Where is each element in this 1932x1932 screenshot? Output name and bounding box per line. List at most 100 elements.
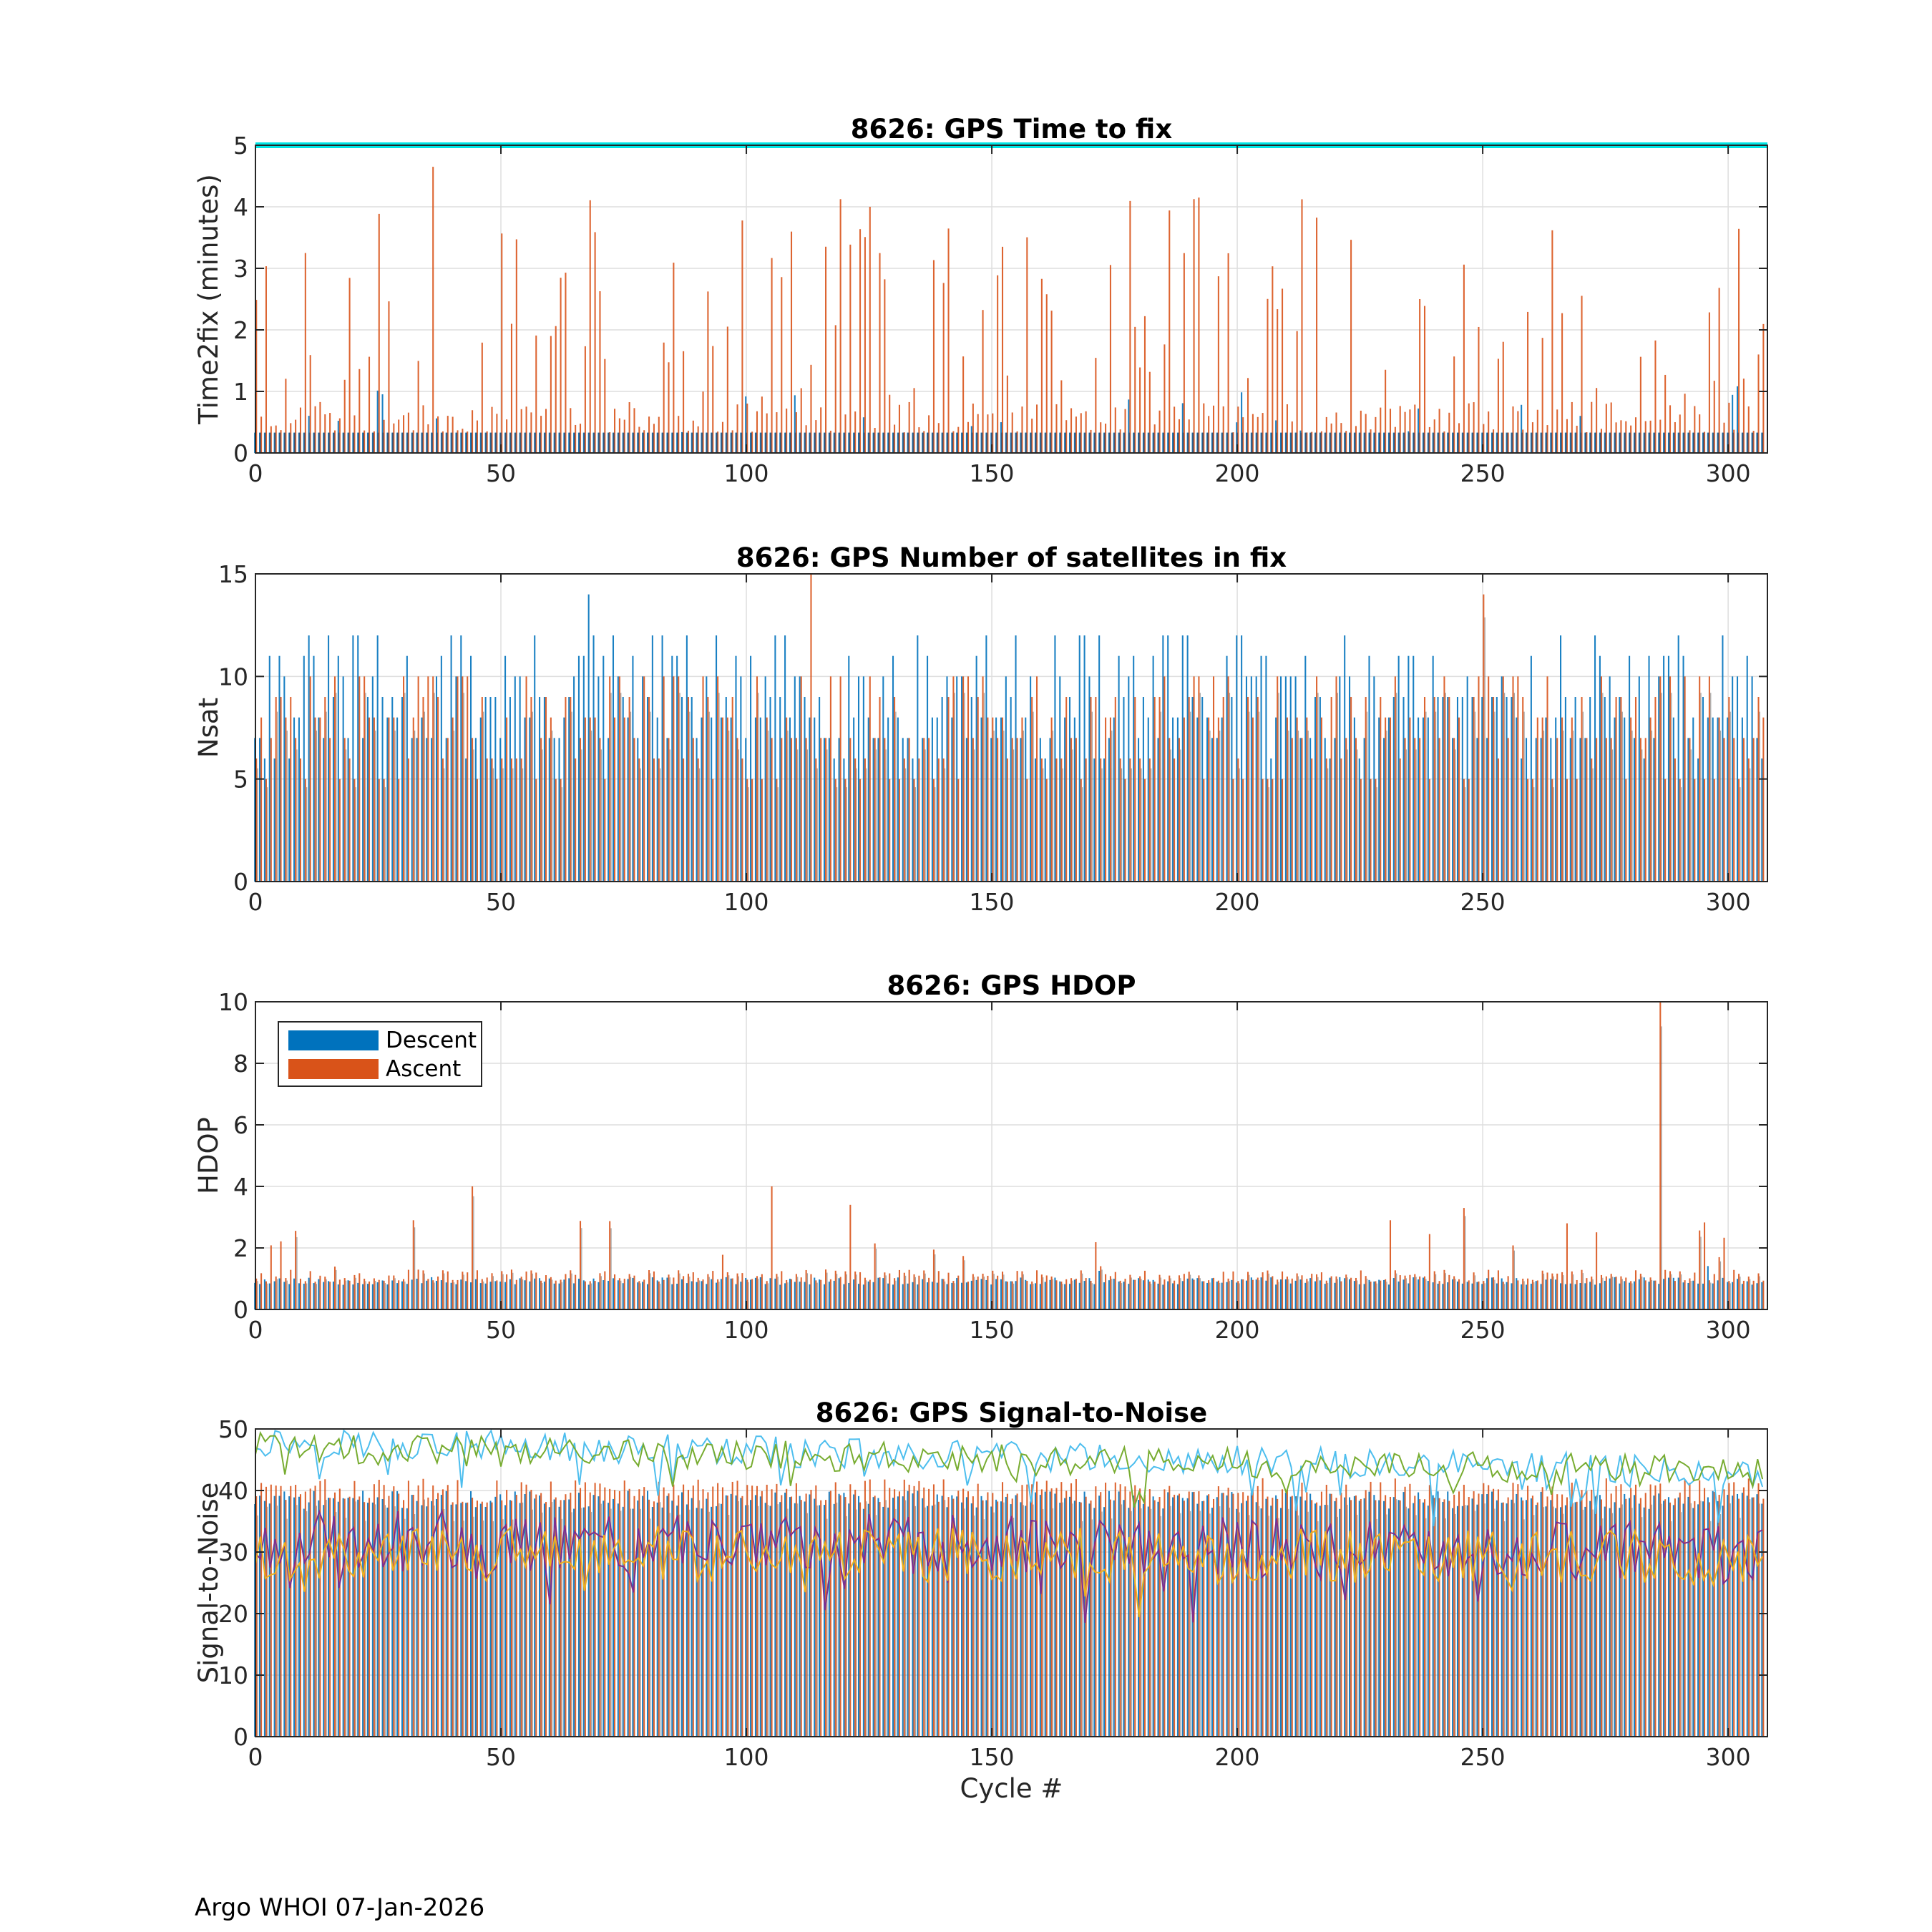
- ascent-bar: [673, 676, 675, 882]
- overlay-bar: [375, 1280, 376, 1309]
- descent-bar: [1319, 1280, 1321, 1309]
- descent-bar: [592, 1495, 595, 1737]
- descent-bar: [799, 676, 801, 882]
- y-tick-label: 50: [218, 1415, 248, 1443]
- ascent-bar: [987, 1275, 989, 1309]
- ascent-bar: [364, 676, 366, 882]
- overlay-bar: [1013, 1517, 1015, 1737]
- descent-bar: [902, 1496, 904, 1737]
- overlay-bar: [787, 1282, 789, 1309]
- base-bar: [971, 432, 973, 453]
- base-bar: [289, 432, 291, 453]
- ascent-bar: [353, 779, 356, 882]
- overlay-bar: [718, 1503, 720, 1737]
- ascent-bar: [1733, 429, 1735, 453]
- base-bar: [269, 432, 271, 453]
- x-tick-label: 100: [724, 888, 769, 916]
- descent-bar: [985, 1279, 987, 1309]
- ascent-bar: [1659, 419, 1662, 453]
- descent-bar: [941, 1279, 943, 1309]
- base-bar: [1722, 432, 1724, 453]
- overlay-bar: [1180, 749, 1181, 882]
- descent-bar: [1550, 738, 1552, 882]
- descent-bar: [1231, 1492, 1233, 1737]
- ascent-bar: [432, 1280, 434, 1309]
- descent-bar: [1589, 697, 1591, 882]
- ascent-bar: [1198, 197, 1200, 453]
- overlay-bar: [905, 1275, 907, 1309]
- ascent-bar: [932, 1249, 935, 1309]
- descent-bar: [1727, 717, 1729, 882]
- overlay-bar: [866, 1280, 867, 1309]
- descent-bar: [1530, 1284, 1532, 1309]
- ascent-bar: [942, 758, 945, 882]
- descent-bar: [1284, 676, 1287, 882]
- descent-bar: [1128, 1508, 1130, 1737]
- ascent-bar: [299, 758, 302, 882]
- overlay-bar: [276, 711, 278, 882]
- base-bar: [868, 432, 870, 453]
- base-bar: [706, 432, 708, 453]
- overlay-bar: [1523, 711, 1525, 882]
- ascent-bar: [1419, 1276, 1421, 1309]
- ascent-bar: [447, 1485, 449, 1737]
- descent-bar: [1555, 717, 1557, 882]
- ascent-bar: [1453, 356, 1455, 453]
- base-bar: [1599, 432, 1601, 453]
- overlay-bar: [964, 1508, 965, 1737]
- descent-bar: [524, 1494, 526, 1737]
- base-bar: [883, 432, 885, 453]
- ascent-bar: [1031, 1281, 1033, 1309]
- ascent-bar: [1576, 1501, 1578, 1737]
- overlay-bar: [1621, 1279, 1623, 1309]
- descent-bar: [1034, 1283, 1037, 1309]
- overlay-bar: [384, 787, 386, 882]
- ascent-bar: [1497, 1489, 1499, 1737]
- descent-bar: [946, 1507, 948, 1737]
- ascent-bar: [319, 1275, 321, 1309]
- base-bar: [922, 432, 924, 453]
- descent-bar: [1039, 1284, 1041, 1309]
- ascent-bar: [540, 1280, 542, 1309]
- descent-bar: [931, 1506, 933, 1737]
- x-tick-label: 150: [970, 888, 1015, 916]
- ascent-bar: [839, 1277, 841, 1309]
- descent-bar: [494, 1281, 497, 1309]
- ascent-bar: [987, 414, 989, 453]
- descent-bar: [1599, 655, 1601, 882]
- descent-bar: [1466, 1282, 1468, 1309]
- descent-bar: [1245, 1501, 1248, 1737]
- ascent-bar: [462, 429, 464, 453]
- ascent-bar: [1193, 1279, 1195, 1309]
- ascent-bar: [260, 1273, 263, 1309]
- ascent-bar: [746, 1279, 748, 1309]
- base-bar: [799, 432, 801, 453]
- base-bar: [544, 432, 546, 453]
- ascent-bar: [997, 738, 999, 882]
- descent-bar: [543, 697, 545, 882]
- ascent-bar: [333, 1492, 336, 1737]
- descent-bar: [661, 635, 663, 882]
- descent-bar: [671, 655, 673, 882]
- ascent-bar: [1423, 1499, 1426, 1737]
- base-bar: [1501, 432, 1503, 453]
- base-bar: [1649, 432, 1651, 453]
- descent-bar: [298, 1283, 300, 1309]
- ascent-bar: [614, 409, 616, 453]
- ascent-bar: [668, 1493, 670, 1737]
- ascent-bar: [1345, 1274, 1347, 1309]
- ascent-bar: [721, 1487, 723, 1737]
- descent-bar: [1162, 1508, 1164, 1737]
- ascent-bar: [1105, 1274, 1107, 1309]
- ascent-bar: [1143, 316, 1146, 453]
- descent-bar: [656, 717, 658, 882]
- descent-bar: [273, 1496, 275, 1737]
- base-bar: [1516, 432, 1518, 453]
- base-bar: [519, 432, 522, 453]
- ascent-bar: [913, 1274, 915, 1309]
- ascent-bar: [383, 779, 385, 882]
- overlay-bar: [1023, 731, 1024, 882]
- descent-bar: [283, 676, 286, 882]
- ascent-bar: [1301, 199, 1303, 453]
- ascent-bar: [1188, 697, 1190, 882]
